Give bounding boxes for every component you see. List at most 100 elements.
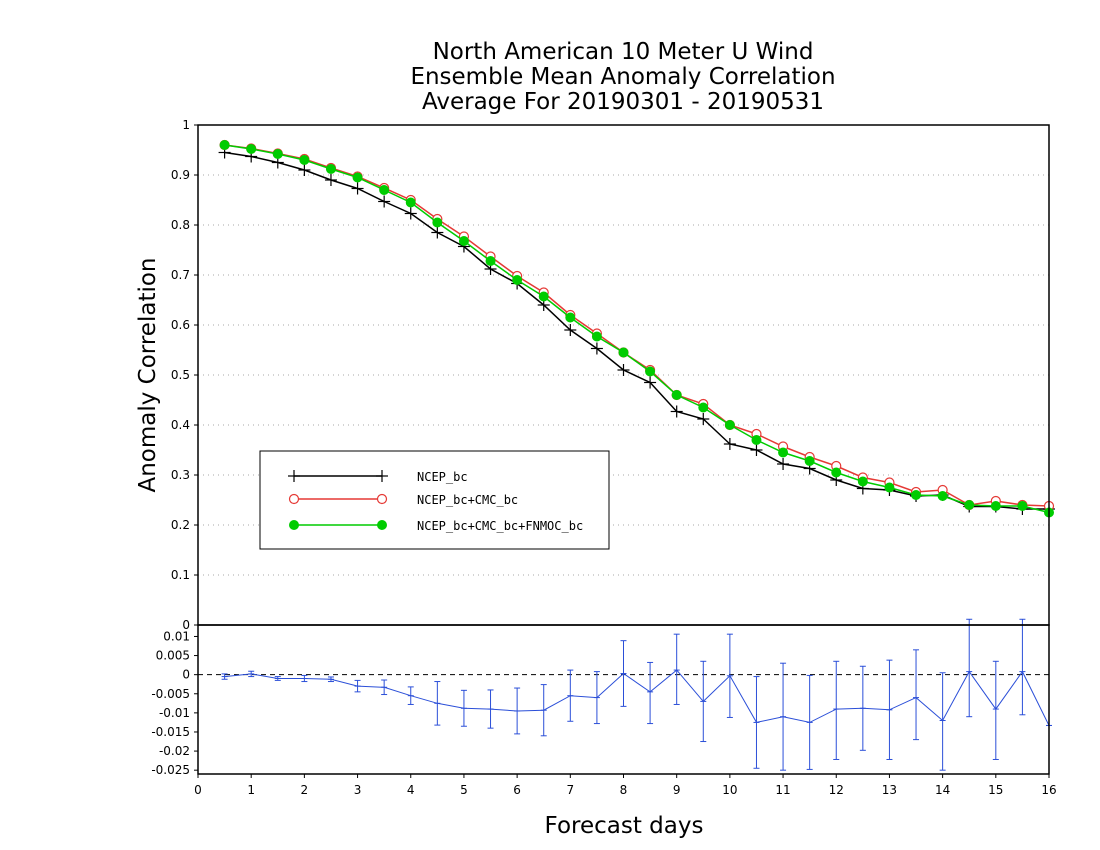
series-1-point — [670, 405, 683, 418]
bottom-panel-data — [221, 618, 1052, 771]
xtick-label: 7 — [566, 783, 574, 797]
xtick-label: 9 — [673, 783, 681, 797]
xtick-label: 15 — [988, 783, 1003, 797]
series-3-point — [485, 256, 496, 266]
legend-marker-3-left — [289, 520, 299, 530]
xtick-label: 13 — [882, 783, 897, 797]
top-panel-data — [218, 139, 1055, 518]
top-ytick-label: 0.4 — [171, 418, 190, 432]
series-1-point — [590, 342, 603, 355]
top-ytick-label: 0.8 — [171, 218, 190, 232]
top-ytick-label: 0 — [182, 618, 190, 632]
legend-label-ncep-cmc-fnmoc: NCEP_bc+CMC_bc+FNMOC_bc — [417, 519, 583, 533]
series-3-point — [724, 420, 735, 430]
xtick-label: 10 — [722, 783, 737, 797]
series-3-point — [432, 217, 443, 228]
xtick-label: 4 — [407, 783, 415, 797]
top-ytick-label: 0.1 — [171, 568, 190, 582]
series-3-point — [937, 491, 948, 501]
series-3-point — [565, 312, 576, 323]
xtick-label: 16 — [1041, 783, 1056, 797]
legend-marker-1-right — [376, 470, 388, 482]
xtick-label: 3 — [354, 783, 362, 797]
difference-line — [224, 669, 1050, 726]
series-1-point — [564, 324, 577, 336]
legend-marker-2-right — [376, 493, 388, 505]
legend-marker-1-left — [288, 470, 300, 482]
bottom-ytick-label: -0.015 — [151, 725, 190, 739]
series-1-point — [617, 364, 630, 376]
bottom-ytick-label: 0.005 — [156, 649, 190, 663]
bottom-ytick-label: 0.01 — [163, 629, 190, 643]
xtick-label: 12 — [829, 783, 844, 797]
series-1-point — [324, 174, 337, 186]
series-3-point — [299, 155, 310, 165]
xtick-label: 11 — [775, 783, 790, 797]
series-3-point — [618, 347, 629, 358]
xtick-label: 6 — [513, 783, 521, 797]
series-1-point — [697, 413, 710, 425]
xtick-label: 8 — [620, 783, 628, 797]
series-3-point — [645, 366, 656, 377]
series-3-point — [964, 500, 975, 510]
xtick-label: 1 — [247, 783, 255, 797]
title-line-3: Average For 20190301 - 20190531 — [422, 89, 824, 115]
series-1-point — [431, 226, 444, 239]
title-line-1: North American 10 Meter U Wind — [433, 39, 814, 65]
series-3-point — [246, 144, 257, 154]
legend-label-ncep-cmc: NCEP_bc+CMC_bc — [417, 493, 518, 507]
bottom-ytick-label: -0.025 — [151, 763, 190, 777]
top-ytick-label: 0.7 — [171, 268, 190, 282]
series-1-point — [750, 444, 763, 456]
series-3-point — [831, 467, 842, 478]
series-3-point — [884, 482, 895, 493]
series-3-point — [591, 331, 602, 342]
legend-marker-3-right — [377, 520, 387, 530]
x-axis-ticks: 0 1 2 3 4 5 6 7 8 9 10 11 12 13 14 15 16 — [194, 774, 1057, 797]
top-ytick-label: 0.2 — [171, 518, 190, 532]
top-ytick-label: 0.9 — [171, 168, 190, 182]
series-3-point — [698, 402, 709, 413]
series-3-point — [778, 447, 789, 458]
series-3-point — [671, 390, 682, 400]
series-3-point — [1017, 501, 1028, 511]
bottom-ytick-label: -0.01 — [159, 706, 190, 720]
series-1-point — [298, 164, 311, 176]
y-axis-label: Anomaly Correlation — [135, 257, 161, 492]
xtick-label: 2 — [301, 783, 309, 797]
series-1-point — [378, 195, 391, 208]
top-y-axis-ticks: 0 0.1 0.2 0.3 0.4 0.5 0.6 0.7 0.8 0.9 1 — [171, 118, 198, 632]
legend-marker-2-left — [288, 493, 300, 505]
series-3-point — [804, 456, 815, 466]
bottom-ytick-label: -0.02 — [159, 744, 190, 758]
legend: NCEP_bc NCEP_bc+CMC_bc NCEP_bc+CMC_bc+FN… — [259, 450, 610, 550]
legend-swatches — [288, 470, 388, 530]
legend-label-ncep-bc: NCEP_bc — [417, 470, 468, 484]
series-3-point — [325, 164, 336, 174]
series-3-point — [538, 291, 549, 302]
chart-title: North American 10 Meter U Wind Ensemble … — [410, 39, 835, 115]
top-ytick-label: 1 — [182, 118, 190, 132]
title-line-2: Ensemble Mean Anomaly Correlation — [410, 64, 835, 90]
series-3-point — [405, 197, 416, 208]
series-1-point — [723, 438, 736, 450]
series-3-point — [751, 435, 762, 445]
series-3-point — [379, 185, 390, 195]
top-ytick-label: 0.5 — [171, 368, 190, 382]
series-1-point — [644, 376, 657, 389]
series-1-point — [777, 458, 790, 470]
top-ytick-label: 0.3 — [171, 468, 190, 482]
x-axis-label: Forecast days — [545, 813, 704, 839]
xtick-label: 5 — [460, 783, 468, 797]
xtick-label: 14 — [935, 783, 950, 797]
series-1-point — [351, 182, 364, 195]
series-3-point — [911, 490, 922, 500]
series-3-point — [272, 149, 283, 159]
top-ytick-label: 0.6 — [171, 318, 190, 332]
series-3-point — [219, 140, 230, 150]
legend-box — [259, 450, 610, 550]
series-3-point — [512, 275, 523, 285]
series-3-point — [352, 172, 363, 183]
series-1-point — [404, 207, 417, 220]
